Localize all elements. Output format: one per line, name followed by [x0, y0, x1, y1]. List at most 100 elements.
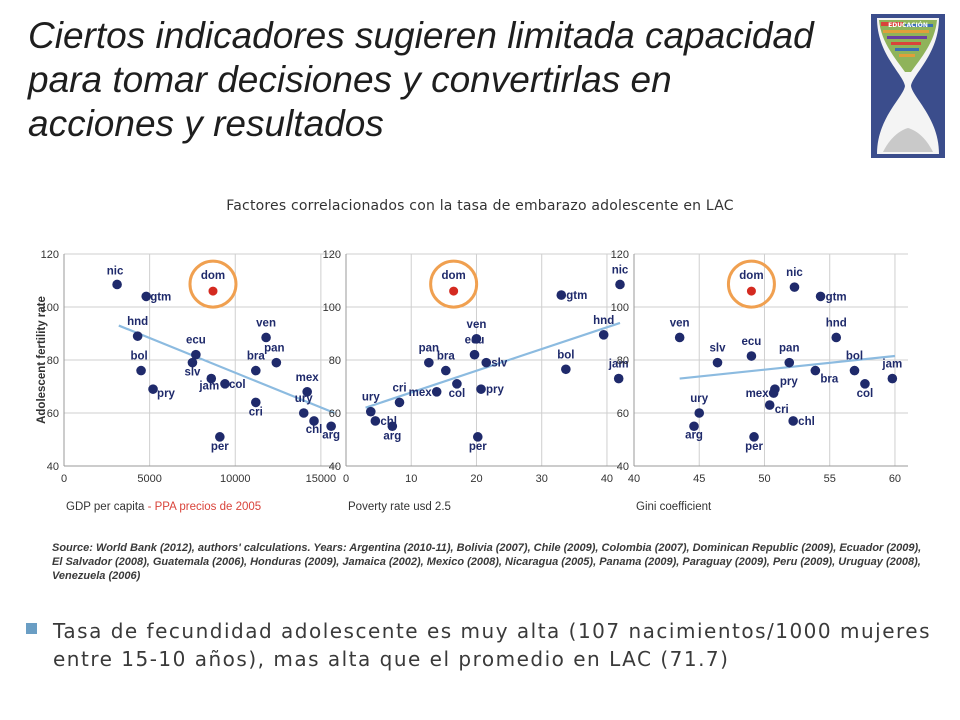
- y-tick-label: 80: [617, 355, 629, 367]
- data-point-label: per: [745, 441, 763, 453]
- y-tick-label: 80: [47, 355, 59, 367]
- bullet-text: Tasa de fecundidad adolescente es muy al…: [53, 619, 932, 671]
- x-tick-label: 10: [405, 473, 417, 485]
- data-point: [452, 379, 462, 389]
- data-point: [251, 365, 261, 376]
- data-point: [132, 331, 143, 341]
- logo-text: EDUCACIÓN: [888, 22, 928, 29]
- data-point-label: mex: [296, 372, 320, 384]
- data-point: [271, 357, 282, 368]
- source-note: Source: World Bank (2012), authors' calc…: [52, 542, 922, 582]
- y-tick-label: 60: [47, 408, 59, 420]
- x-tick-label: 45: [693, 473, 705, 485]
- data-point: [326, 421, 336, 432]
- x-tick-label: 60: [889, 473, 901, 485]
- data-point-label: pan: [264, 343, 284, 355]
- data-point: [298, 408, 309, 418]
- data-point-label: chl: [306, 424, 323, 436]
- data-point: [789, 282, 800, 292]
- title-line: Ciertos indicadores sugieren limitada ca…: [28, 15, 814, 56]
- data-point: [112, 279, 122, 290]
- hourglass-logo: EDUCACIÓN: [871, 14, 945, 158]
- y-tick-label: 80: [329, 355, 341, 367]
- data-point: [887, 373, 898, 384]
- data-point: [191, 349, 201, 360]
- x-axis-label-accent: - PPA precios de 2005: [144, 501, 261, 513]
- data-point: [598, 330, 609, 340]
- data-point: [148, 384, 158, 394]
- data-point-label: ven: [256, 317, 276, 329]
- data-point: [220, 379, 230, 389]
- data-point: [831, 332, 842, 343]
- data-point: [394, 397, 405, 408]
- data-point-label: col: [449, 388, 466, 400]
- data-point: [215, 432, 225, 442]
- highlight-point-label: dom: [739, 270, 763, 282]
- data-point-label: bol: [846, 351, 863, 363]
- data-point: [788, 416, 798, 426]
- data-point: [674, 332, 685, 343]
- data-point: [749, 432, 759, 442]
- data-point: [469, 349, 480, 360]
- data-point: [424, 357, 434, 368]
- data-point: [768, 388, 779, 398]
- data-point-label: ury: [362, 392, 381, 404]
- data-point-label: col: [229, 379, 246, 391]
- y-tick-label: 40: [617, 461, 629, 473]
- highlight-ring: [726, 259, 776, 309]
- x-tick-label: 55: [824, 473, 836, 485]
- data-point-label: jam: [881, 359, 902, 371]
- y-tick-label: 100: [323, 302, 341, 314]
- data-point-label: bra: [437, 351, 456, 363]
- slide-title: Ciertos indicadores sugieren limitada ca…: [28, 14, 848, 146]
- data-point: [251, 397, 261, 408]
- title-line: acciones y resultados: [28, 103, 384, 144]
- data-point: [481, 357, 492, 368]
- highlight-point: [449, 286, 459, 296]
- bullet-square-icon: [26, 623, 37, 634]
- data-point-label: bra: [247, 351, 265, 363]
- data-point-label: pry: [486, 384, 505, 396]
- data-point: [764, 400, 775, 410]
- data-point-label: gtm: [826, 291, 847, 303]
- data-point-label: ury: [690, 393, 709, 405]
- data-point: [784, 357, 795, 368]
- trend-line: [679, 354, 896, 380]
- data-point: [206, 373, 217, 384]
- data-point: [141, 291, 151, 302]
- y-tick-label: 120: [41, 249, 59, 261]
- data-point-label: slv: [491, 358, 508, 370]
- y-tick-label: 120: [323, 249, 341, 261]
- data-point-label: hnd: [593, 315, 614, 327]
- data-point-label: pan: [779, 343, 799, 355]
- data-point-label: ecu: [465, 335, 485, 347]
- data-point: [694, 408, 705, 418]
- x-axis-label: Gini coefficient: [636, 501, 712, 513]
- x-tick-label: 10000: [220, 473, 251, 485]
- data-point-label: ury: [295, 393, 314, 405]
- data-point-label: ecu: [186, 335, 206, 347]
- data-point-label: pry: [780, 376, 799, 388]
- data-point: [261, 332, 271, 343]
- data-point-label: arg: [322, 429, 340, 441]
- data-point: [309, 416, 319, 426]
- data-point-label: ecu: [742, 336, 762, 348]
- trend-line: [118, 324, 335, 415]
- data-point-label: chl: [798, 416, 815, 428]
- x-axis-label-main: Poverty rate usd 2.5: [348, 501, 451, 513]
- data-point: [561, 364, 571, 375]
- data-point-label: cri: [249, 406, 263, 418]
- data-point-label: jam: [608, 359, 629, 371]
- data-point-label: arg: [383, 430, 401, 442]
- data-point: [615, 279, 625, 290]
- data-point: [712, 357, 723, 368]
- x-tick-label: 0: [343, 473, 349, 485]
- data-point-label: per: [211, 441, 229, 453]
- data-point: [556, 290, 567, 300]
- y-tick-label: 120: [611, 249, 629, 261]
- x-axis-label: Poverty rate usd 2.5: [348, 501, 451, 513]
- x-axis-label-main: GDP per capita: [66, 501, 145, 513]
- highlight-ring: [429, 259, 479, 309]
- highlight-point-label: dom: [442, 270, 466, 282]
- x-tick-label: 50: [758, 473, 770, 485]
